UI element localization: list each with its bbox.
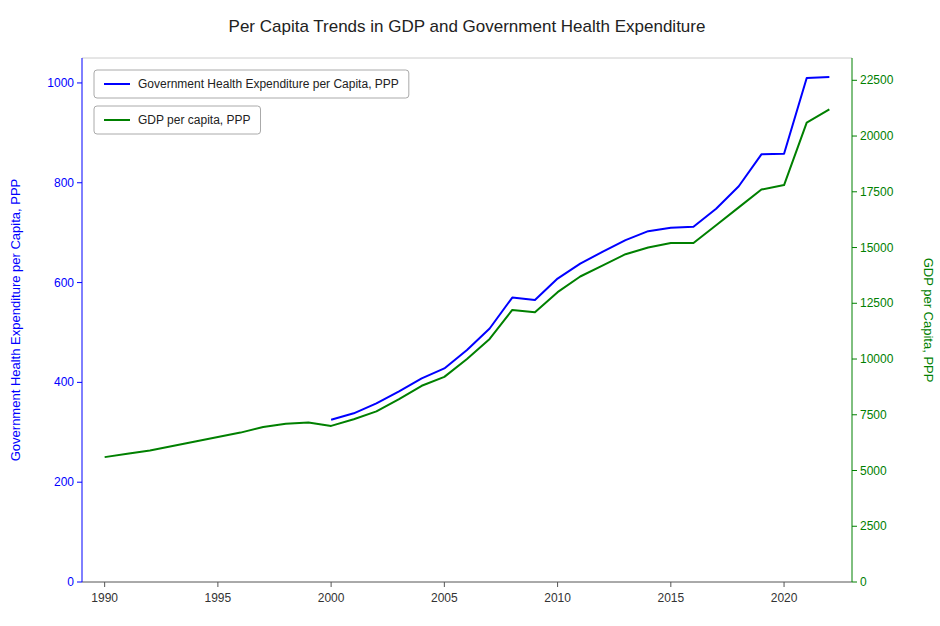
y-tick: [77, 582, 82, 583]
x-tick-label: 1990: [91, 591, 118, 605]
x-tick-label: 2000: [318, 591, 345, 605]
x-tick-label: 2005: [431, 591, 458, 605]
y2-tick-label: 15000: [860, 241, 894, 255]
y-tick-label: 600: [54, 276, 74, 290]
y2-axis-label: GDP per Capita, PPP: [921, 258, 936, 383]
y-tick: [77, 182, 82, 183]
legend-item: Government Health Expenditure per Capita…: [94, 70, 409, 98]
chart-svg: 1990 1995 2000 2005 2010 2015 2020 0 200 400 600 80…: [0, 0, 940, 626]
y2-tick: [852, 247, 857, 248]
y2-tick-label: 12500: [860, 296, 894, 310]
x-tick: [784, 582, 785, 587]
x-tick: [104, 582, 105, 587]
legend-item: GDP per capita, PPP: [94, 106, 261, 134]
y2-tick-label: 17500: [860, 185, 894, 199]
y-tick: [77, 482, 82, 483]
y-tick-label: 1000: [47, 76, 74, 90]
y2-tick: [852, 191, 857, 192]
y-tick: [77, 282, 82, 283]
legend-box: [94, 106, 261, 134]
legend-swatch: [104, 119, 130, 121]
y2-axis-line: [852, 58, 853, 582]
x-tick: [217, 582, 218, 587]
y-tick: [77, 382, 82, 383]
y2-tick: [852, 359, 857, 360]
y2-axis: 0 2500 5000 7500 10000 12500 15000 17500 20000 22…: [852, 73, 894, 589]
series-line: [105, 109, 830, 457]
y2-tick: [852, 136, 857, 137]
chart-root: 1990 1995 2000 2005 2010 2015 2020 0 200 400 600 80…: [0, 0, 940, 626]
y-tick-label: 200: [54, 475, 74, 489]
x-tick: [670, 582, 671, 587]
legend-label: Government Health Expenditure per Capita…: [138, 77, 399, 91]
y-tick-label: 800: [54, 176, 74, 190]
y2-tick: [852, 526, 857, 527]
series-line: [331, 77, 829, 420]
axes-frame: [82, 58, 852, 582]
x-tick-label: 2010: [544, 591, 571, 605]
x-tick: [557, 582, 558, 587]
y2-tick-label: 5000: [860, 464, 887, 478]
y-axis: 0 200 400 600 800 1000: [47, 76, 82, 589]
y2-tick: [852, 303, 857, 304]
legend-label: GDP per capita, PPP: [138, 113, 251, 127]
y2-tick: [852, 80, 857, 81]
x-tick-label: 1995: [205, 591, 232, 605]
y-tick: [77, 82, 82, 83]
chart-title: Per Capita Trends in GDP and Government …: [229, 17, 706, 36]
y2-tick-label: 20000: [860, 129, 894, 143]
legend-swatch: [104, 83, 130, 85]
y2-tick: [852, 582, 857, 583]
x-axis: 1990 1995 2000 2005 2010 2015 2020: [91, 582, 797, 605]
y-tick-label: 0: [67, 575, 74, 589]
x-tick: [331, 582, 332, 587]
top-frame-line: [82, 58, 852, 59]
y2-tick-label: 0: [860, 575, 867, 589]
y2-tick-label: 7500: [860, 408, 887, 422]
y-axis-line: [82, 58, 83, 582]
x-tick-label: 2020: [771, 591, 798, 605]
y2-tick: [852, 470, 857, 471]
y-axis-label: Government Health Expenditure per Capita…: [8, 179, 23, 462]
legend-box: [94, 70, 409, 98]
x-tick-label: 2015: [657, 591, 684, 605]
legend: Government Health Expenditure per Capita…: [94, 70, 409, 134]
y2-tick-label: 22500: [860, 73, 894, 87]
y2-tick-label: 2500: [860, 519, 887, 533]
x-axis-line: [82, 582, 852, 583]
y-tick-label: 400: [54, 375, 74, 389]
y2-tick: [852, 414, 857, 415]
x-tick: [444, 582, 445, 587]
y2-tick-label: 10000: [860, 352, 894, 366]
